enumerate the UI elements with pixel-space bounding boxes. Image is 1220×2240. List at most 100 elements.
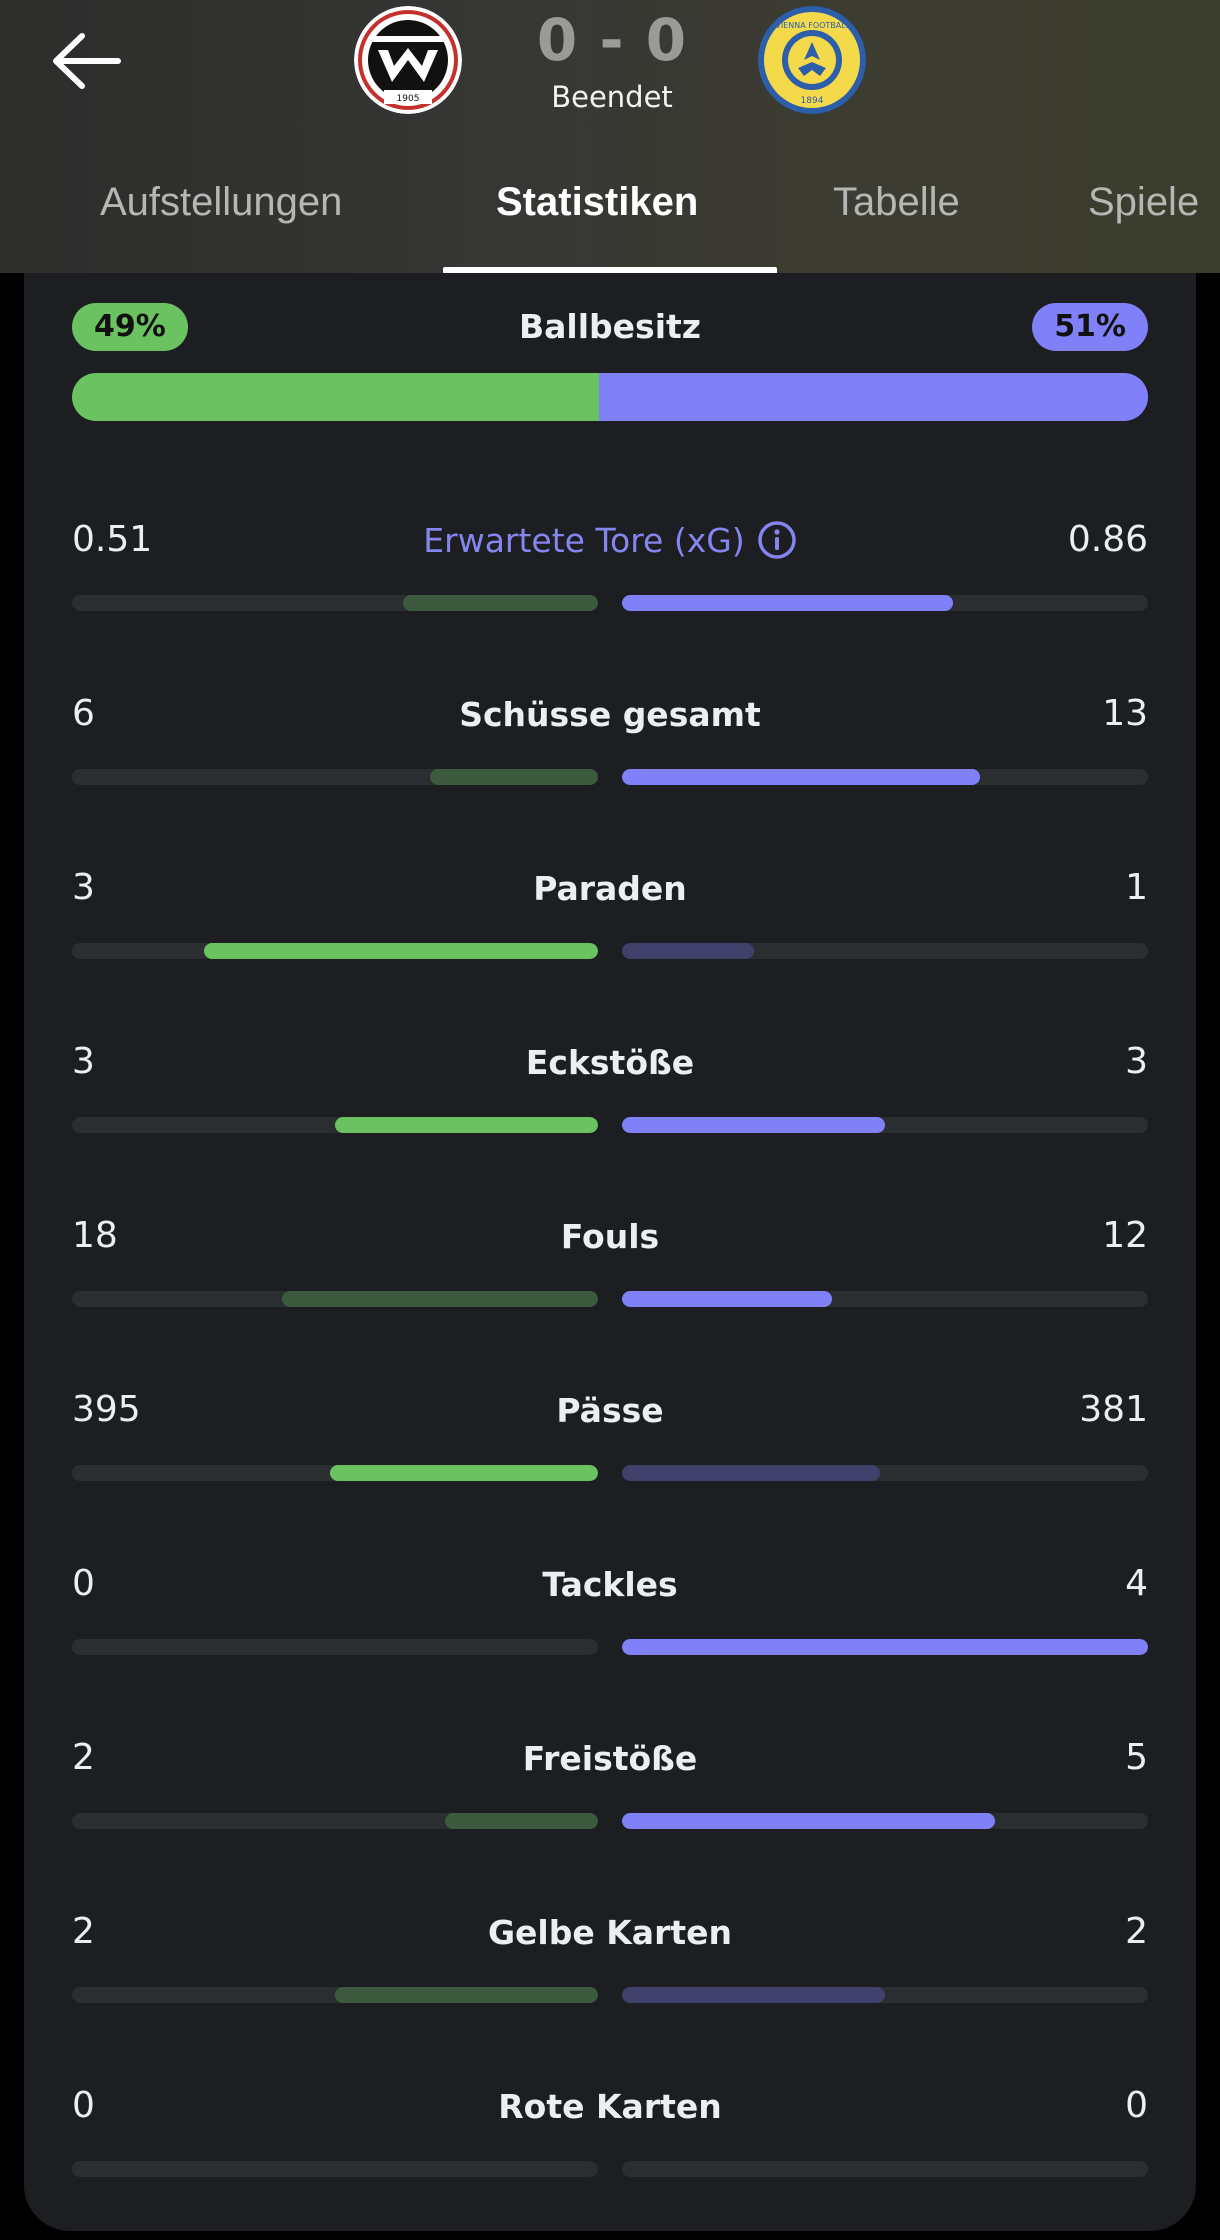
stat-label-text: Eckstöße — [525, 1043, 695, 1082]
away-stat-value: 13 — [1102, 693, 1148, 734]
info-icon[interactable] — [757, 520, 797, 560]
away-stat-bar — [622, 595, 1148, 611]
stat-label: Paraden — [272, 869, 948, 908]
away-stat-bar — [622, 2161, 1148, 2177]
home-stat-value: 6 — [72, 693, 95, 734]
stat-label: Schüsse gesamt — [272, 695, 948, 734]
away-possession-badge: 51% — [1032, 303, 1148, 351]
home-stat-value: 2 — [72, 1911, 95, 1952]
home-stat-bar — [72, 1813, 598, 1829]
home-stat-bar-fill — [403, 595, 598, 611]
away-team-logo[interactable]: FIRST VIENNA FOOTBALL CLUB 1894 — [758, 6, 866, 114]
home-stat-bar — [72, 943, 598, 959]
away-stat-bar-fill — [622, 1117, 885, 1133]
home-team-logo[interactable]: 1905 — [354, 6, 462, 114]
stat-label-text: Fouls — [560, 1217, 660, 1256]
home-stat-bar — [72, 595, 598, 611]
home-stat-value: 3 — [72, 1041, 95, 1082]
home-possession-segment — [72, 373, 600, 421]
stat-label: Pässe — [272, 1391, 948, 1430]
stat-label-text: Gelbe Karten — [487, 1913, 733, 1952]
possession-bar — [72, 373, 1148, 421]
stat-label-text: Rote Karten — [498, 2087, 722, 2126]
stat-row: 0.51 Erwartete Tore (xG) 0.86 — [72, 519, 1148, 629]
home-stat-value: 3 — [72, 867, 95, 908]
home-stat-bar-fill — [203, 943, 598, 959]
stat-row: 18 Fouls 12 — [72, 1215, 1148, 1325]
stat-label-text: Erwartete Tore (xG) — [423, 521, 745, 560]
svg-text:FIRST VIENNA FOOTBALL CLUB: FIRST VIENNA FOOTBALL CLUB — [758, 21, 866, 30]
tab-aufstellungen[interactable]: Aufstellungen — [100, 180, 343, 224]
away-stat-value: 381 — [1079, 1389, 1148, 1430]
home-stat-bar — [72, 1639, 598, 1655]
home-stat-value: 18 — [72, 1215, 118, 1256]
active-tab-indicator — [443, 267, 777, 274]
home-stat-value: 2 — [72, 1737, 95, 1778]
stat-label: Freistöße — [272, 1739, 948, 1778]
stat-label-text: Schüsse gesamt — [459, 695, 761, 734]
away-stat-value: 5 — [1125, 1737, 1148, 1778]
home-stat-bar-fill — [335, 1987, 598, 2003]
stat-label-text: Tackles — [542, 1565, 678, 1604]
home-stat-value: 395 — [72, 1389, 141, 1430]
away-stat-bar — [622, 1291, 1148, 1307]
home-stat-bar-fill — [329, 1465, 598, 1481]
away-stat-bar — [622, 1639, 1148, 1655]
stat-row: 3 Paraden 1 — [72, 867, 1148, 977]
home-stat-bar-fill — [445, 1813, 598, 1829]
home-possession-badge: 49% — [72, 303, 188, 351]
stat-row: 2 Freistöße 5 — [72, 1737, 1148, 1847]
home-stat-bar-fill — [429, 769, 598, 785]
stat-label: Eckstöße — [272, 1043, 948, 1082]
svg-text:1894: 1894 — [801, 96, 824, 106]
back-button[interactable] — [48, 30, 124, 94]
stat-row: 6 Schüsse gesamt 13 — [72, 693, 1148, 803]
home-stat-bar-fill — [335, 1117, 598, 1133]
away-stat-bar-fill — [622, 1291, 833, 1307]
home-stat-bar — [72, 769, 598, 785]
arrow-left-icon — [53, 33, 121, 89]
home-stat-bar — [72, 2161, 598, 2177]
away-stat-bar-fill — [622, 1465, 880, 1481]
stat-row: 2 Gelbe Karten 2 — [72, 1911, 1148, 2021]
away-stat-value: 2 — [1125, 1911, 1148, 1952]
away-stat-value: 1 — [1125, 867, 1148, 908]
home-stat-value: 0 — [72, 2085, 95, 2126]
stat-row: 395 Pässe 381 — [72, 1389, 1148, 1499]
match-header: 1905 0 - 0 Beendet FIRST VIENNA FOOTBALL… — [0, 0, 1220, 274]
statistics-card: 49% Ballbesitz 51% 0.51 Erwartete Tore (x… — [24, 273, 1196, 2231]
away-stat-bar-fill — [622, 1639, 1148, 1655]
tab-spiele[interactable]: Spiele — [1088, 180, 1200, 224]
away-stat-bar — [622, 1465, 1148, 1481]
stat-label[interactable]: Erwartete Tore (xG) — [272, 520, 948, 563]
tab-statistiken[interactable]: Statistiken — [496, 180, 699, 224]
away-possession-segment — [599, 373, 1148, 421]
home-stat-bar — [72, 1291, 598, 1307]
away-stat-bar-fill — [622, 1987, 885, 2003]
away-stat-value: 0 — [1125, 2085, 1148, 2126]
home-stat-bar-fill — [282, 1291, 598, 1307]
away-stat-value: 4 — [1125, 1563, 1148, 1604]
stat-label: Tackles — [272, 1565, 948, 1604]
away-stat-bar — [622, 943, 1148, 959]
away-stat-value: 0.86 — [1067, 519, 1148, 560]
home-stat-bar — [72, 1987, 598, 2003]
away-stat-value: 12 — [1102, 1215, 1148, 1256]
stat-label-text: Freistöße — [522, 1739, 698, 1778]
stat-row: 0 Rote Karten 0 — [72, 2085, 1148, 2195]
match-status: Beendet — [551, 80, 673, 114]
away-stat-bar-fill — [622, 769, 980, 785]
stat-label-text: Pässe — [556, 1391, 664, 1430]
home-stat-bar — [72, 1117, 598, 1133]
tab-tabelle[interactable]: Tabelle — [833, 180, 960, 224]
away-stat-bar — [622, 769, 1148, 785]
stat-label: Fouls — [272, 1217, 948, 1256]
away-stat-bar — [622, 1987, 1148, 2003]
stat-label: Gelbe Karten — [272, 1913, 948, 1952]
away-stat-bar — [622, 1117, 1148, 1133]
possession-label: Ballbesitz — [519, 307, 701, 346]
away-stat-value: 3 — [1125, 1041, 1148, 1082]
away-stat-bar-fill — [622, 943, 754, 959]
stat-row: 3 Eckstöße 3 — [72, 1041, 1148, 1151]
home-stat-value: 0.51 — [72, 519, 153, 560]
